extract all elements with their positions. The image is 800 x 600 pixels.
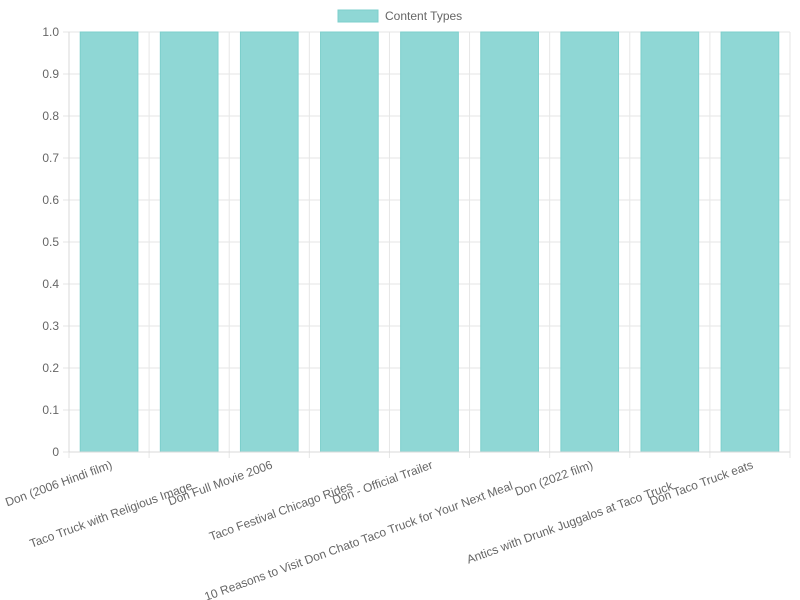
x-axis-ticks: Don (2006 Hindi film)Taco Truck with Rel…	[3, 458, 755, 600]
y-tick-label: 0.1	[42, 403, 59, 417]
y-tick-label: 0.7	[42, 151, 59, 165]
bars	[79, 31, 780, 453]
bar[interactable]	[239, 31, 299, 453]
legend-label[interactable]: Content Types	[385, 9, 462, 23]
legend-swatch[interactable]	[337, 9, 379, 23]
legend[interactable]: Content Types	[337, 9, 462, 23]
y-tick-label: 0	[52, 445, 59, 459]
bar[interactable]	[560, 31, 620, 453]
y-tick-label: 0.3	[42, 319, 59, 333]
bar[interactable]	[400, 31, 459, 453]
y-tick-label: 1.0	[42, 25, 59, 39]
x-tick-label: Taco Festival Chicago Rides	[207, 479, 354, 544]
y-tick-label: 0.4	[42, 277, 59, 291]
y-tick-label: 0.8	[42, 109, 59, 123]
y-tick-label: 0.2	[42, 361, 59, 375]
bar[interactable]	[480, 31, 539, 453]
x-tick-label: Don (2006 Hindi film)	[3, 458, 114, 510]
y-axis-ticks: 0 0.1 0.2 0.3 0.4 0.5 0.6 0.7 0.8 0.9 1.0	[42, 25, 59, 459]
bar[interactable]	[159, 31, 219, 453]
bar[interactable]	[640, 31, 700, 453]
axes	[68, 32, 790, 453]
y-tick-label: 0.6	[42, 193, 59, 207]
y-tick-label: 0.5	[42, 235, 59, 249]
y-tick-label: 0.9	[42, 67, 59, 81]
x-tick-label: Don (2022 film)	[513, 458, 595, 499]
bar[interactable]	[320, 31, 379, 453]
bar[interactable]	[79, 31, 139, 453]
bar[interactable]	[720, 31, 780, 453]
